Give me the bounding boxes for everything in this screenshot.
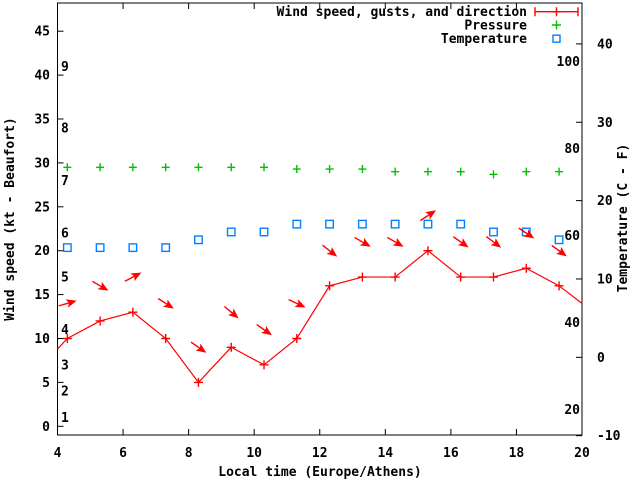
- right-axis-title: Temperature (C - F): [616, 144, 631, 293]
- x-axis-title: Local time (Europe/Athens): [218, 465, 422, 480]
- x-axis: 4 6 8 10 12 14 16 18 20: [54, 3, 590, 461]
- wind-speed-line: [57, 246, 583, 387]
- left-tick-label: 30: [34, 156, 50, 171]
- x-tick-label: 18: [509, 446, 525, 461]
- gust-arrow: [190, 341, 207, 353]
- fahrenheit-label: 40: [564, 316, 580, 331]
- legend: Wind speed, gusts, and directionPressure…: [277, 5, 579, 47]
- gust-arrow: [157, 297, 174, 309]
- beaufort-labels: 1 2 3 4 5 6 7 8 9: [61, 60, 69, 426]
- left-tick-label: 10: [34, 332, 50, 347]
- pressure-points: [63, 163, 564, 179]
- legend-label: Temperature: [441, 32, 527, 47]
- right-tick-label: 40: [597, 37, 613, 52]
- x-tick-label: 6: [119, 446, 127, 461]
- gust-arrow: [124, 272, 142, 282]
- left-axis-title: Wind speed (kt - Beaufort): [3, 117, 18, 321]
- gust-arrow: [58, 299, 77, 308]
- x-tick-label: 4: [54, 446, 62, 461]
- fahrenheit-label: 80: [564, 142, 580, 157]
- gust-direction-arrows: [58, 210, 567, 353]
- fahrenheit-label: 60: [564, 229, 580, 244]
- gust-arrow: [256, 323, 272, 336]
- gust-arrow: [387, 236, 404, 247]
- beaufort-label: 2: [61, 385, 69, 400]
- gust-arrow: [354, 236, 371, 247]
- left-tick-label: 35: [34, 113, 50, 128]
- left-tick-label: 40: [34, 69, 50, 84]
- left-tick-label: 15: [34, 288, 50, 303]
- gust-arrow: [518, 227, 535, 239]
- beaufort-label: 5: [61, 271, 69, 286]
- right-tick-label: 20: [597, 194, 613, 209]
- gust-arrow: [551, 244, 567, 257]
- right-tick-label: -10: [597, 429, 621, 444]
- x-tick-label: 16: [443, 446, 459, 461]
- right-tick-label: 30: [597, 116, 613, 131]
- fahrenheit-label: 20: [564, 403, 580, 418]
- left-tick-label: 5: [42, 376, 50, 391]
- left-tick-label: 25: [34, 200, 50, 215]
- gust-arrow: [91, 280, 109, 291]
- beaufort-label: 3: [61, 358, 69, 373]
- x-tick-label: 12: [312, 446, 328, 461]
- beaufort-label: 8: [61, 121, 69, 136]
- gust-arrow: [322, 244, 338, 257]
- inner-fahrenheit-labels: 100 80 60 40 20: [557, 55, 581, 418]
- x-tick-label: 8: [185, 446, 193, 461]
- beaufort-label: 7: [61, 174, 69, 189]
- beaufort-label: 6: [61, 227, 69, 242]
- gust-arrow: [288, 298, 306, 308]
- gust-arrow: [223, 305, 239, 319]
- left-axis-wind: 0 5 10 15 20 25 30 35 40 45: [34, 25, 64, 435]
- beaufort-label: 9: [61, 60, 69, 75]
- right-axis-celsius: -10 0 10 20 30 40: [576, 37, 621, 444]
- gust-arrow: [452, 236, 469, 248]
- left-tick-label: 45: [34, 25, 50, 40]
- left-tick-label: 20: [34, 244, 50, 259]
- gust-arrow: [419, 210, 437, 222]
- legend-label: Wind speed, gusts, and direction: [277, 5, 527, 20]
- gust-arrow: [485, 235, 502, 248]
- fahrenheit-label: 100: [557, 55, 581, 70]
- right-tick-label: 10: [597, 272, 613, 287]
- x-tick-label: 20: [574, 446, 590, 461]
- axis-titles: Local time (Europe/Athens) Wind speed (kt…: [3, 117, 631, 480]
- beaufort-label: 4: [61, 323, 69, 338]
- beaufort-label: 1: [61, 411, 69, 426]
- x-tick-label: 14: [377, 446, 393, 461]
- left-tick-label: 0: [42, 420, 50, 435]
- legend-label: Pressure: [464, 19, 527, 34]
- right-tick-label: 0: [597, 351, 605, 366]
- x-tick-label: 10: [246, 446, 262, 461]
- temperature-points: [62, 219, 564, 253]
